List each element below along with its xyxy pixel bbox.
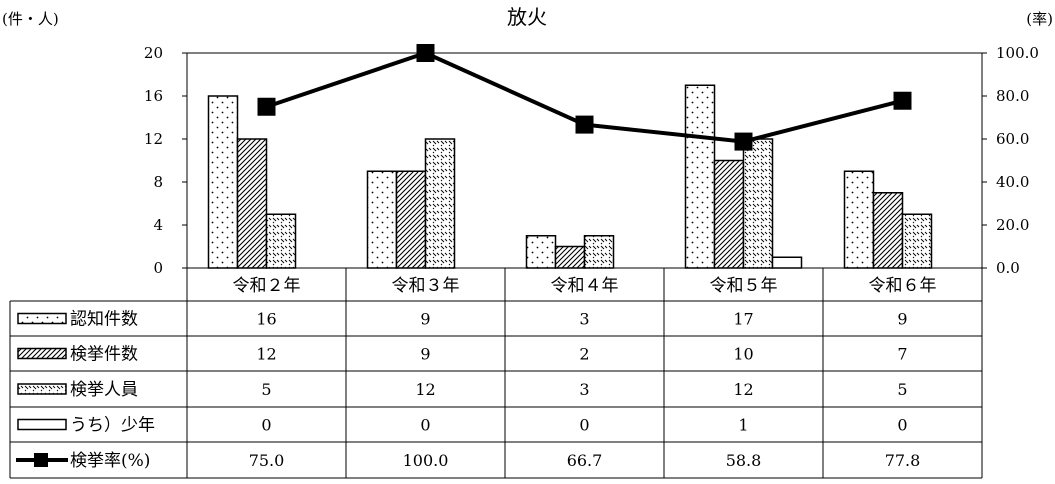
legend-label: うち）少年 — [70, 416, 155, 436]
category-label: 令和６年 — [869, 276, 937, 296]
right-tick-label: 80.0 — [996, 87, 1029, 105]
data-label: 0 — [579, 416, 589, 435]
data-label: 9 — [420, 345, 430, 364]
left-axis-unit: (件・人) — [2, 10, 59, 28]
right-tick-label: 20.0 — [996, 216, 1029, 234]
data-label: 2 — [579, 345, 589, 364]
bar-2 — [872, 192, 904, 269]
bar-1 — [207, 95, 239, 269]
category-label: 令和２年 — [233, 276, 301, 296]
data-label: 17 — [733, 310, 753, 329]
category-label: 令和３年 — [392, 276, 460, 296]
bar-2 — [554, 245, 586, 269]
bar-3 — [424, 138, 456, 269]
bar-1 — [684, 84, 716, 269]
data-label: 9 — [420, 310, 430, 329]
rate-marker — [734, 132, 753, 151]
data-label: 0 — [261, 416, 271, 435]
rate-marker — [416, 44, 435, 62]
left-tick-label: 20 — [144, 44, 163, 62]
rate-marker — [575, 115, 594, 134]
category-label: 令和４年 — [551, 276, 619, 296]
data-label: 75.0 — [249, 451, 285, 470]
bar-2 — [395, 170, 427, 269]
legend-label: 検挙人員 — [70, 380, 138, 400]
bar-4 — [771, 256, 803, 269]
legend-marker — [34, 453, 48, 467]
right-tick-label: 40.0 — [996, 173, 1029, 191]
right-tick-label: 60.0 — [996, 130, 1029, 148]
right-tick-label: 0.0 — [996, 259, 1020, 277]
data-label: 1 — [738, 416, 748, 435]
data-label: 12 — [415, 380, 435, 399]
data-label: 3 — [579, 310, 589, 329]
left-tick-label: 12 — [144, 130, 163, 148]
bar-1 — [525, 235, 557, 269]
bar-3 — [265, 213, 297, 269]
left-tick-label: 4 — [153, 216, 163, 234]
data-label: 0 — [897, 416, 907, 435]
data-label: 3 — [579, 380, 589, 399]
category-label: 令和５年 — [710, 276, 778, 296]
data-label: 16 — [256, 310, 276, 329]
bar-1 — [366, 170, 398, 269]
bar-2 — [713, 159, 745, 269]
data-label: 77.8 — [885, 451, 921, 470]
rate-marker — [257, 97, 276, 116]
right-tick-label: 100.0 — [996, 44, 1039, 62]
data-label: 9 — [897, 310, 907, 329]
data-label: 66.7 — [567, 451, 603, 470]
bar-3 — [583, 235, 615, 269]
legend-swatch-2 — [17, 347, 67, 360]
bar-2 — [236, 138, 268, 269]
data-label: 5 — [261, 380, 271, 399]
bar-3 — [901, 213, 933, 269]
rate-marker — [893, 91, 912, 110]
data-label: 10 — [733, 345, 753, 364]
bar-1 — [843, 170, 875, 269]
legend-label: 検挙件数 — [70, 345, 138, 365]
data-label: 7 — [897, 345, 907, 364]
data-label: 5 — [897, 380, 907, 399]
left-tick-label: 8 — [153, 173, 163, 191]
legend-label: 検挙率(%) — [70, 451, 150, 471]
legend-swatch-1 — [17, 312, 67, 325]
legend-label: 認知件数 — [70, 310, 138, 330]
data-label: 12 — [733, 380, 753, 399]
chart-title: 放火 — [507, 5, 547, 29]
legend-swatch-3 — [17, 383, 67, 395]
legend-swatch-4 — [17, 418, 67, 431]
data-label: 12 — [256, 345, 276, 364]
data-label: 100.0 — [403, 451, 449, 470]
bar-3 — [742, 138, 774, 269]
right-axis-unit: (率) — [1026, 10, 1053, 28]
plot-area: 0 4 8 12 16 20 0.0 20.0 40.0 60.0 80.0 100.0 — [144, 44, 1039, 277]
data-label: 0 — [420, 416, 430, 435]
left-tick-label: 16 — [144, 87, 163, 105]
left-tick-label: 0 — [153, 259, 163, 277]
data-label: 58.8 — [726, 451, 762, 470]
